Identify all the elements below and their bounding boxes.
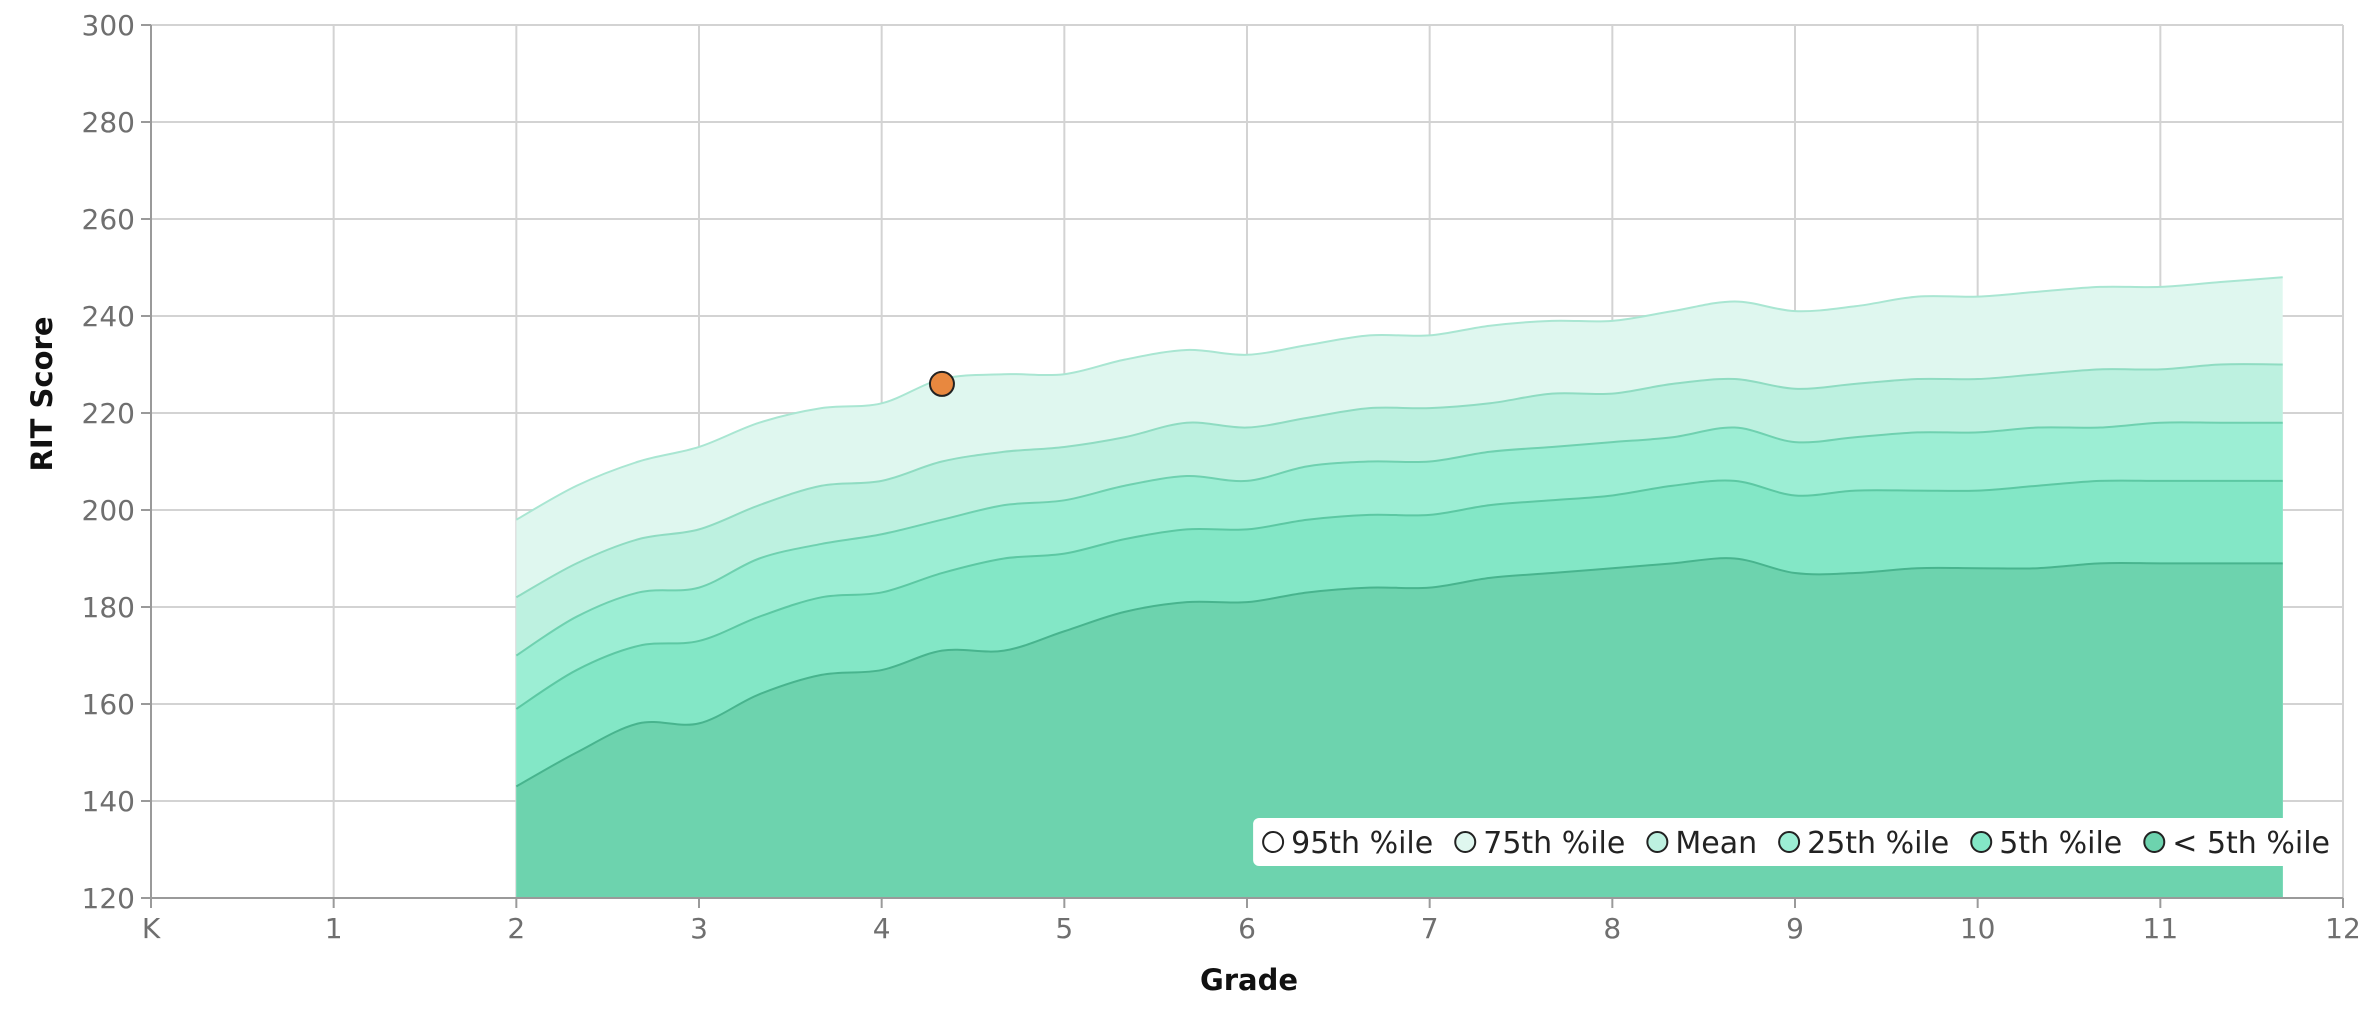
- legend-label: < 5th %ile: [2172, 826, 2330, 861]
- y-axis-title: RIT Score: [25, 317, 59, 472]
- y-tick-label: 120: [82, 882, 135, 915]
- legend: 95th %ile 75th %ile Mean 25th %ile 5th %ile <…: [1253, 818, 2336, 866]
- legend-label: 5th %ile: [1999, 826, 2122, 861]
- legend-label: Mean: [1675, 826, 1757, 861]
- band-line-3: [515, 421, 2283, 657]
- legend-label: 75th %ile: [1483, 826, 1625, 861]
- legend-label: 95th %ile: [1291, 826, 1433, 861]
- x-tick-label: 5: [1055, 912, 1073, 945]
- legend-swatch: [1646, 831, 1669, 853]
- x-tick-label: 12: [2325, 912, 2361, 945]
- axes: [141, 24, 2344, 908]
- x-tick-label: 6: [1238, 912, 1256, 945]
- y-tick-label: 220: [82, 397, 135, 430]
- legend-swatch: [1454, 831, 1477, 853]
- x-axis-title: Grade: [1200, 963, 1298, 997]
- x-tick-label: 11: [2143, 912, 2179, 945]
- student-score-point: [928, 370, 955, 397]
- x-tick-label: 7: [1421, 912, 1439, 945]
- x-tick-label: K: [142, 912, 161, 945]
- y-tick-label: 240: [82, 300, 135, 333]
- y-tick-label: 200: [82, 494, 135, 527]
- y-tick-label: 300: [82, 9, 135, 42]
- x-tick-label: 9: [1786, 912, 1804, 945]
- x-tick-label: 2: [507, 912, 525, 945]
- y-tick-label: 160: [82, 688, 135, 721]
- band-line-4: [515, 479, 2283, 710]
- legend-swatch: [1970, 831, 1993, 853]
- x-tick-label: 10: [1960, 912, 1996, 945]
- band-line-1: [515, 276, 2283, 521]
- x-tick-label: 3: [690, 912, 708, 945]
- legend-label: 25th %ile: [1807, 826, 1949, 861]
- legend-swatch: [1778, 831, 1801, 853]
- percentile-bands: [515, 276, 2283, 898]
- y-tick-label: 260: [82, 203, 135, 236]
- legend-swatch: [2143, 831, 2166, 853]
- legend-swatch: [1262, 831, 1285, 853]
- x-tick-label: 1: [325, 912, 343, 945]
- band-area-5: [516, 558, 2283, 898]
- student-score-layer: [928, 370, 955, 397]
- band-line-5: [515, 557, 2283, 788]
- y-tick-label: 140: [82, 785, 135, 818]
- x-tick-label: 8: [1603, 912, 1621, 945]
- x-tick-label: 4: [873, 912, 891, 945]
- y-tick-label: 180: [82, 591, 135, 624]
- y-tick-label: 280: [82, 106, 135, 139]
- band-line-2: [515, 363, 2283, 599]
